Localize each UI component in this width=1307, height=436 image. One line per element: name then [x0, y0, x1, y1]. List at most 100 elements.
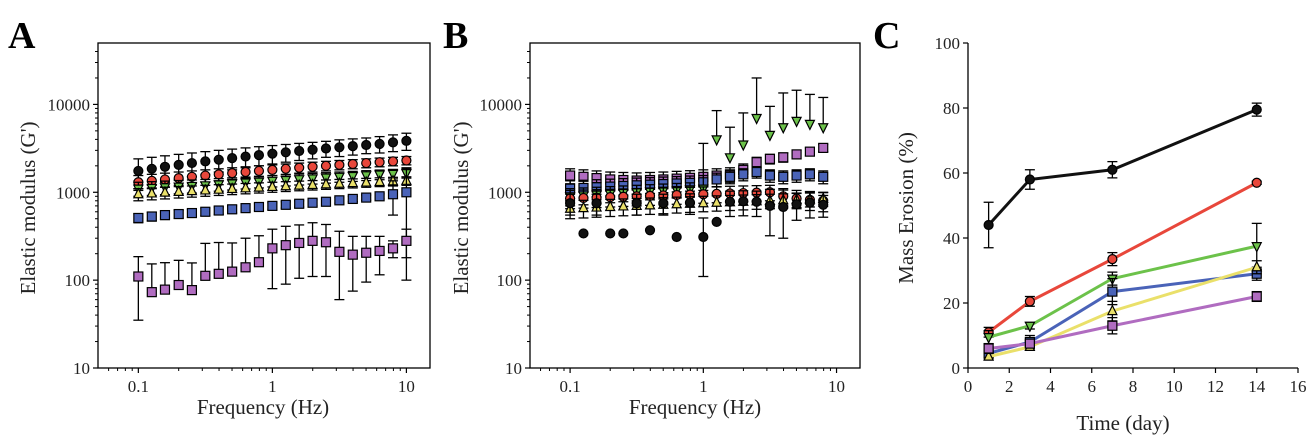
data-point — [280, 179, 292, 191]
series-yellow-triangle-up — [564, 192, 829, 220]
data-point — [213, 182, 225, 194]
data-point — [1251, 260, 1263, 272]
data-point — [818, 171, 829, 182]
data-point — [791, 149, 802, 160]
data-point — [186, 157, 198, 169]
data-point — [307, 161, 318, 172]
data-point — [804, 146, 816, 157]
data-point — [778, 201, 789, 213]
data-point — [724, 153, 736, 165]
data-point — [751, 157, 762, 168]
data-point — [697, 196, 709, 208]
data-point — [1251, 291, 1262, 302]
data-point — [751, 113, 763, 125]
data-point — [213, 169, 224, 180]
y-tick-label: 10000 — [48, 95, 91, 114]
data-point — [294, 162, 305, 173]
data-point — [227, 204, 238, 215]
data-point — [267, 164, 278, 175]
data-point — [374, 175, 386, 187]
data-point — [711, 174, 722, 185]
series-black-circle — [565, 188, 829, 278]
data-point — [671, 197, 683, 209]
data-point — [764, 153, 776, 164]
x-tick-label: 2 — [1005, 377, 1014, 396]
series-line — [988, 244, 1258, 339]
x-tick-label: 10 — [1166, 377, 1183, 396]
data-point — [240, 262, 251, 273]
data-point — [186, 184, 198, 196]
x-tick-label: 12 — [1207, 377, 1224, 396]
series-red-circle — [565, 184, 829, 213]
data-point — [267, 200, 278, 211]
data-point — [711, 135, 723, 147]
data-point — [347, 193, 358, 205]
data-point — [361, 139, 372, 151]
data-point — [173, 159, 184, 170]
data-point — [320, 160, 332, 171]
data-point — [578, 228, 589, 239]
panel-letter-b: B — [443, 15, 468, 57]
data-point — [817, 123, 829, 135]
data-point — [387, 137, 399, 148]
y-tick-label: 100 — [935, 34, 961, 53]
data-point — [791, 170, 802, 181]
data-point — [751, 196, 762, 207]
data-point — [200, 156, 211, 167]
data-point — [186, 207, 198, 219]
data-point — [240, 166, 251, 178]
data-point — [764, 170, 776, 181]
data-point — [213, 154, 224, 165]
data-point — [658, 198, 669, 209]
data-point — [133, 271, 144, 282]
y-axis-title-b: Elastic modulus (G') — [449, 122, 473, 295]
data-point — [778, 171, 789, 182]
data-point — [698, 231, 709, 243]
data-point — [1107, 254, 1118, 265]
panel-b: B Elastic modulus (G') Frequency (Hz) 0.… — [443, 15, 861, 419]
data-point — [671, 231, 682, 243]
data-point — [307, 197, 318, 208]
series-black-circle — [983, 102, 1262, 249]
data-point — [711, 216, 722, 228]
data-point — [333, 176, 345, 188]
series-purple-square — [983, 290, 1262, 355]
data-point — [401, 155, 412, 166]
series-blue-square — [565, 166, 829, 200]
data-point — [738, 169, 749, 180]
data-point — [565, 198, 576, 209]
data-point — [738, 196, 749, 207]
data-point — [1251, 242, 1263, 253]
y-tick-label: 1000 — [488, 183, 522, 202]
data-point — [778, 152, 789, 163]
data-point — [1251, 104, 1262, 115]
data-point — [227, 152, 238, 164]
data-point — [631, 198, 642, 209]
data-point — [374, 245, 385, 257]
y-axis-title-c: Mass Erosion (%) — [894, 132, 918, 284]
data-point — [294, 237, 305, 249]
x-tick-label: 4 — [1046, 377, 1055, 396]
data-point — [791, 116, 803, 128]
data-point — [983, 343, 994, 354]
data-point — [347, 141, 358, 152]
data-point — [227, 266, 238, 277]
data-point — [751, 166, 762, 178]
data-point — [159, 161, 171, 172]
x-axis-title-a: Frequency (Hz) — [197, 395, 329, 419]
data-point — [360, 175, 372, 187]
x-tick-label: 14 — [1248, 377, 1266, 396]
plot-area-a: 0.1 1 10 10 100 1000 10000 — [48, 42, 431, 396]
data-point — [347, 249, 358, 260]
data-point — [294, 145, 305, 157]
data-point — [307, 178, 319, 190]
data-point — [213, 205, 224, 216]
data-point — [764, 200, 776, 211]
data-point — [374, 138, 385, 150]
data-point — [320, 196, 332, 207]
data-point — [146, 163, 157, 174]
x-tick-label: 1 — [699, 377, 708, 396]
data-point — [1107, 286, 1118, 297]
data-point — [280, 163, 291, 174]
